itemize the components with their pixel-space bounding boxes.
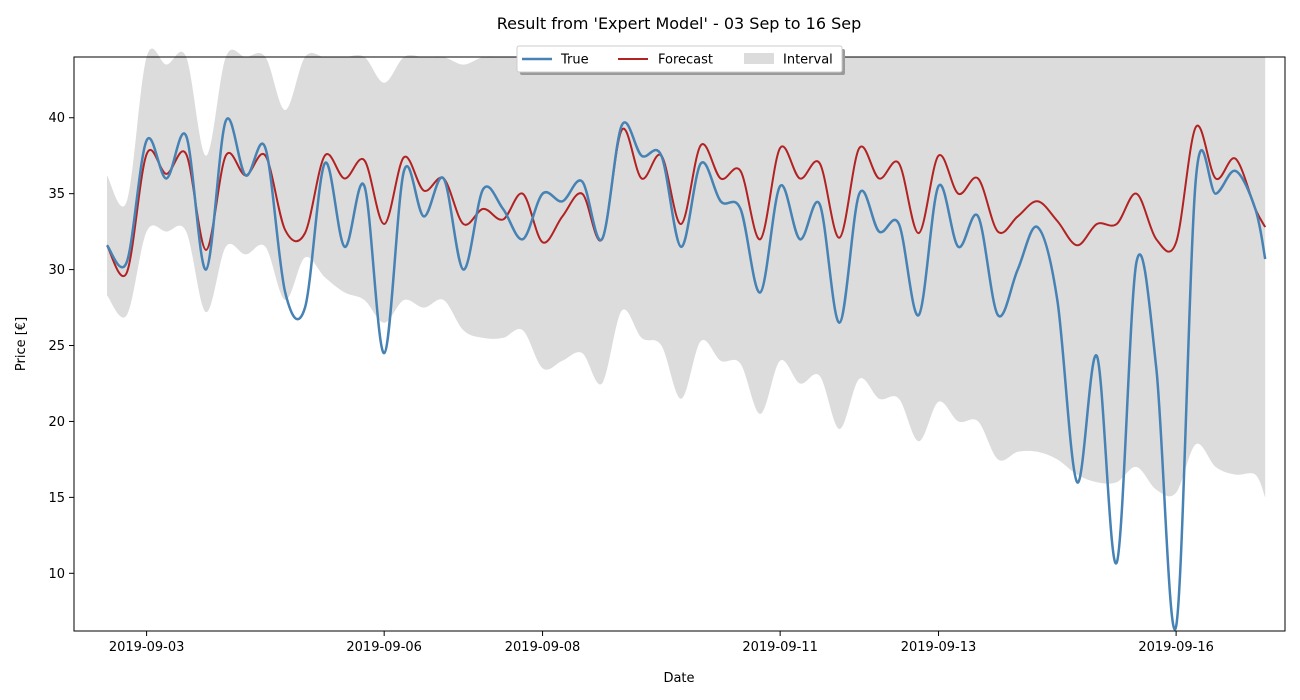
y-tick-label: 30 — [48, 263, 65, 278]
x-tick-label: 2019-09-11 — [742, 640, 818, 655]
plot-area — [105, 48, 1267, 631]
y-tick-label: 35 — [48, 187, 65, 202]
y-tick-label: 10 — [48, 567, 65, 582]
y-axis: 10 15 20 25 30 35 40 — [48, 111, 74, 582]
y-tick-label: 15 — [48, 491, 65, 506]
y-tick-label: 40 — [48, 111, 65, 126]
x-tick-label: 2019-09-13 — [901, 640, 977, 655]
legend: True Forecast Interval — [516, 45, 845, 75]
y-axis-label: Price [€] — [14, 317, 29, 371]
x-tick-label: 2019-09-08 — [505, 640, 581, 655]
legend-true-label: True — [560, 53, 589, 68]
y-tick-label: 25 — [48, 339, 65, 354]
y-tick-label: 20 — [48, 415, 65, 430]
legend-interval-swatch — [744, 53, 774, 64]
x-tick-label: 2019-09-03 — [109, 640, 185, 655]
x-tick-label: 2019-09-16 — [1138, 640, 1214, 655]
x-tick-label: 2019-09-06 — [346, 640, 422, 655]
chart-title: Result from 'Expert Model' - 03 Sep to 1… — [497, 14, 862, 33]
x-axis: 2019-09-03 2019-09-06 2019-09-08 2019-09-11… — [109, 631, 1214, 655]
legend-forecast-label: Forecast — [658, 53, 713, 68]
interval-band — [107, 48, 1266, 498]
true-line — [105, 117, 1267, 631]
x-axis-label: Date — [663, 671, 694, 686]
legend-interval-label: Interval — [783, 53, 833, 68]
forecast-line — [106, 124, 1267, 277]
